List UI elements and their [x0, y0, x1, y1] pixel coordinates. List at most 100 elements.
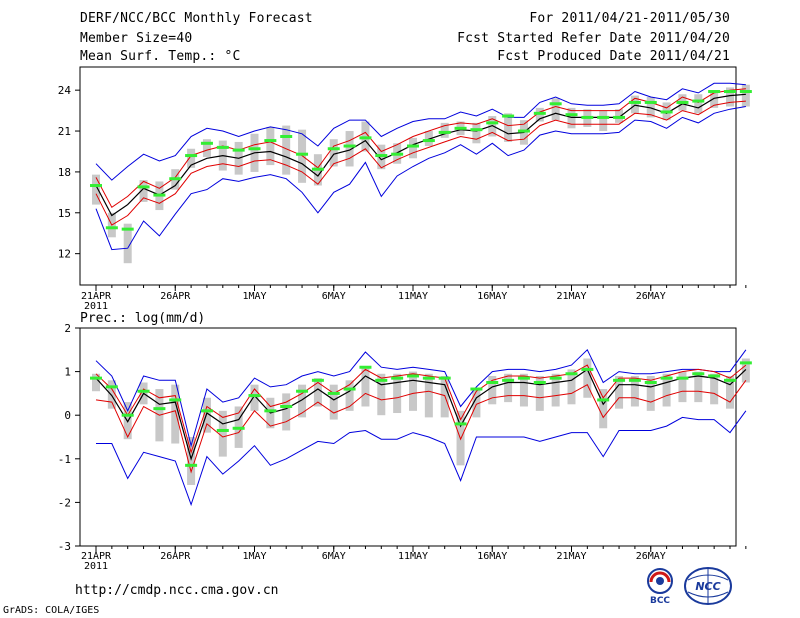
x-tick-label: 21APR — [81, 551, 112, 562]
observation-marker — [613, 378, 626, 382]
ncc-logo-text: NCC — [695, 580, 720, 593]
y-tick-label: 0 — [64, 409, 71, 422]
range-box — [123, 223, 132, 264]
range-box — [472, 389, 481, 418]
observation-marker — [581, 115, 594, 119]
observation-marker — [296, 389, 309, 393]
y-tick-label: 18 — [58, 166, 71, 179]
temperature-panel: 12 15 18 21 24 21APR 26APR 1MAY 6MAY 11MAY 16MAY 21… — [58, 66, 752, 312]
observation-marker — [359, 365, 372, 369]
observation-marker — [169, 177, 182, 181]
range-box — [424, 373, 433, 418]
ensemble-max-line — [95, 82, 746, 181]
bcc-logo-ring — [647, 568, 673, 594]
observation-marker — [724, 378, 736, 382]
range-box — [630, 95, 639, 114]
observation-marker — [216, 145, 229, 149]
observation-marker — [613, 115, 626, 119]
range-box — [282, 393, 291, 431]
observation-marker — [454, 126, 467, 130]
observation-marker — [422, 376, 435, 380]
upper-spread-line — [95, 364, 747, 454]
ensemble-mean-line — [95, 93, 746, 217]
range-box — [551, 98, 560, 121]
ncc-logo-globe — [687, 568, 729, 604]
observation-marker — [549, 376, 562, 380]
year-label: 2011 — [84, 561, 108, 572]
range-box — [710, 90, 719, 108]
observation-marker — [137, 389, 150, 393]
observation-marker — [311, 378, 324, 382]
range-box — [329, 139, 338, 167]
observation-marker — [327, 147, 340, 151]
range-box — [678, 371, 687, 403]
x-tick-label: 21APR — [81, 291, 112, 302]
observation-marker — [375, 154, 388, 158]
lower-spread-line — [95, 380, 747, 474]
x-tick-label: 26APR — [160, 291, 191, 302]
ensemble-min-line — [95, 106, 746, 251]
x-tick-label: 1MAY — [242, 291, 266, 302]
observation-marker — [391, 152, 404, 156]
observation-marker — [90, 376, 102, 380]
range-box — [187, 148, 196, 168]
y-tick-label: 15 — [58, 207, 71, 220]
range-box — [535, 375, 544, 411]
x-tick-label: 11MAY — [398, 551, 428, 562]
observation-marker — [422, 139, 435, 143]
observation-marker — [169, 398, 182, 402]
y-tick-label: 2 — [64, 322, 71, 335]
bcc-logo: BCC — [647, 568, 673, 606]
y-tick-label: -1 — [58, 453, 71, 466]
observation-marker — [296, 152, 309, 156]
source-url[interactable]: http://cmdp.ncc.cma.gov.cn — [75, 583, 279, 598]
observation-marker — [692, 372, 705, 376]
observation-marker — [517, 129, 530, 133]
observation-marker — [90, 184, 102, 188]
observation-marker — [470, 128, 483, 132]
observation-marker — [454, 422, 467, 426]
range-box — [298, 384, 307, 418]
range-box — [488, 375, 497, 405]
observation-marker — [232, 426, 245, 430]
observation-marker — [502, 378, 515, 382]
bcc-logo-arc — [649, 571, 671, 583]
y-tick-label: 24 — [58, 84, 72, 97]
range-box — [440, 122, 449, 138]
plot-frame — [79, 327, 737, 547]
observation-marker — [628, 378, 641, 382]
ensemble-mean-line — [95, 368, 747, 461]
observation-marker — [343, 144, 356, 148]
range-box — [599, 389, 608, 429]
observation-marker — [533, 381, 546, 384]
range-box — [567, 107, 576, 129]
x-tick-label: 26MAY — [636, 291, 666, 302]
observation-marker — [644, 100, 657, 104]
observation-marker — [121, 227, 134, 231]
range-box — [504, 373, 513, 403]
observation-marker — [739, 90, 752, 94]
range-box — [662, 373, 671, 407]
range-box — [409, 371, 417, 411]
observation-marker — [280, 134, 293, 138]
range-box — [329, 384, 338, 420]
observation-marker — [105, 385, 118, 389]
observation-marker — [692, 99, 705, 103]
observation-marker — [248, 394, 261, 398]
observation-marker — [200, 409, 213, 413]
range-box — [599, 110, 608, 132]
observation-marker — [597, 398, 610, 402]
x-tick-label: 26APR — [160, 551, 191, 562]
x-tick-label: 6MAY — [322, 551, 346, 562]
observation-marker — [343, 387, 356, 391]
bcc-logo-core — [656, 577, 664, 585]
range-box — [409, 137, 417, 159]
range-box — [187, 437, 196, 485]
observation-marker — [502, 114, 515, 118]
range-box — [583, 358, 592, 398]
range-box — [630, 375, 639, 407]
observation-marker — [676, 100, 689, 104]
observation-marker — [105, 226, 118, 230]
observation-marker — [486, 381, 499, 384]
observation-marker — [644, 381, 657, 384]
